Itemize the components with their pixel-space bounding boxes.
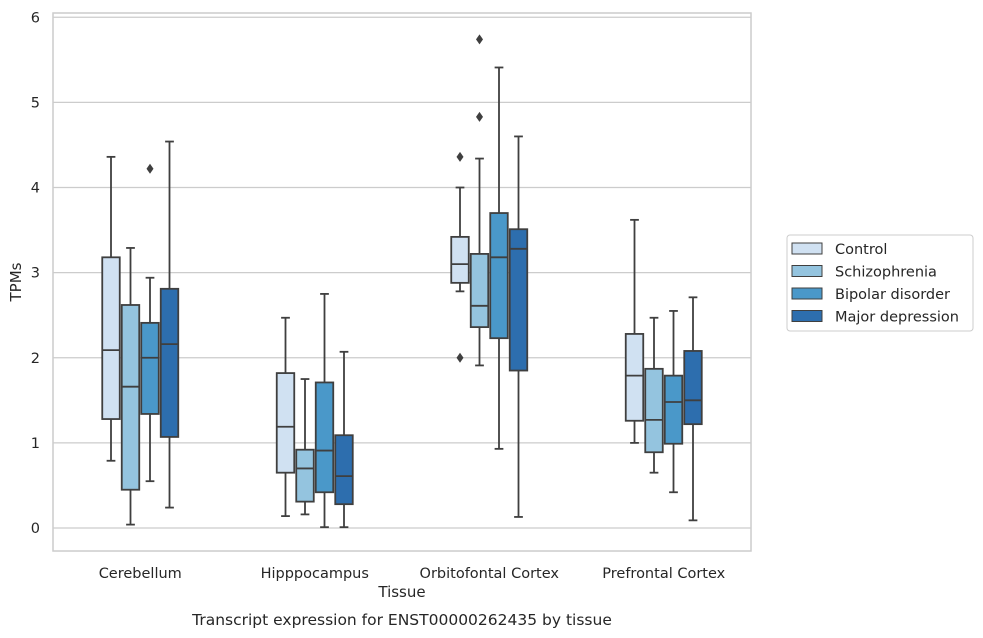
box-iqr bbox=[295, 448, 315, 503]
box-iqr bbox=[644, 367, 664, 454]
box-3-0 bbox=[624, 218, 645, 444]
box-1-3 bbox=[334, 350, 354, 529]
x-axis-label: Tissue bbox=[377, 583, 425, 601]
outlier-point bbox=[476, 111, 483, 122]
box-2-1 bbox=[469, 34, 490, 367]
chart-caption: Transcript expression for ENST0000026243… bbox=[191, 611, 612, 629]
y-tick-label: 4 bbox=[31, 181, 40, 197]
box-iqr bbox=[140, 321, 160, 415]
box-iqr bbox=[275, 372, 296, 474]
legend-swatch bbox=[791, 310, 823, 322]
boxes bbox=[101, 34, 703, 529]
box-iqr bbox=[120, 304, 141, 491]
legend-item: Control bbox=[791, 242, 887, 258]
box-iqr bbox=[508, 228, 529, 372]
legend-label: Control bbox=[835, 242, 887, 258]
legend-swatch bbox=[791, 265, 823, 277]
box-iqr bbox=[314, 381, 335, 494]
box-0-1 bbox=[120, 247, 141, 526]
legend-item: Bipolar disorder bbox=[791, 287, 950, 303]
box-iqr bbox=[683, 350, 703, 426]
x-tick-label: Orbitofontal Cortex bbox=[420, 566, 560, 582]
plot-frame bbox=[52, 12, 752, 552]
outlier-point bbox=[456, 352, 464, 363]
y-tick-label: 0 bbox=[31, 521, 40, 537]
y-tick-label: 2 bbox=[31, 351, 40, 367]
box-iqr bbox=[101, 256, 121, 420]
x-tick-label: Hipppocampus bbox=[261, 566, 369, 582]
legend-label: Bipolar disorder bbox=[835, 287, 950, 303]
x-tick-label: Cerebellum bbox=[99, 566, 182, 582]
x-axis-ticks: Cerebellum Hipppocampus Orbitofontal Corte… bbox=[99, 566, 726, 582]
box-iqr bbox=[159, 287, 180, 438]
box-iqr bbox=[450, 235, 470, 284]
y-tick-label: 1 bbox=[31, 436, 40, 452]
y-axis-ticks: 0 1 2 3 4 5 6 bbox=[31, 10, 40, 537]
outlier-point bbox=[146, 163, 154, 174]
legend-frame bbox=[786, 234, 974, 332]
y-tick-label: 6 bbox=[31, 10, 40, 26]
y-tick-label: 3 bbox=[31, 266, 40, 282]
box-2-0 bbox=[450, 151, 470, 363]
box-1-0 bbox=[275, 316, 296, 517]
legend-item: Schizophrenia bbox=[791, 265, 937, 281]
legend: Control Schizophrenia Bipolar disorder Majo… bbox=[786, 234, 974, 332]
box-1-2 bbox=[314, 293, 335, 529]
outlier-point bbox=[476, 34, 483, 45]
box-3-1 bbox=[644, 316, 664, 474]
box-iqr bbox=[489, 212, 509, 340]
x-tick-label: Prefrontal Cortex bbox=[602, 566, 725, 582]
box-iqr bbox=[663, 374, 684, 445]
box-0-3 bbox=[159, 140, 180, 509]
box-3-3 bbox=[683, 296, 703, 522]
box-0-0 bbox=[101, 155, 121, 462]
box-2-3 bbox=[508, 135, 529, 518]
legend-label: Schizophrenia bbox=[835, 265, 937, 281]
legend-swatch bbox=[791, 287, 823, 300]
legend-items: Control Schizophrenia Bipolar disorder Majo… bbox=[791, 242, 959, 326]
legend-swatch bbox=[791, 242, 823, 255]
box-3-2 bbox=[663, 310, 684, 494]
legend-item: Major depression bbox=[791, 310, 959, 326]
box-2-2 bbox=[489, 66, 509, 450]
box-iqr bbox=[469, 253, 490, 329]
box-1-1 bbox=[295, 378, 315, 516]
legend-label: Major depression bbox=[835, 310, 959, 326]
y-axis-label: TPMs bbox=[7, 262, 25, 302]
box-iqr bbox=[624, 333, 645, 422]
y-tick-label: 5 bbox=[31, 95, 40, 111]
box-0-2 bbox=[140, 163, 160, 483]
box-iqr bbox=[334, 434, 354, 506]
outlier-point bbox=[456, 151, 464, 162]
